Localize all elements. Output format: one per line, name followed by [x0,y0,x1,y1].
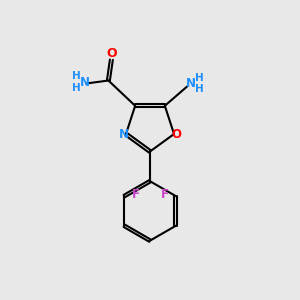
Text: N: N [80,76,90,88]
Text: N: N [118,128,129,140]
Text: H: H [72,83,81,93]
Text: H: H [195,73,203,82]
Text: H: H [72,71,81,81]
Text: O: O [106,47,117,60]
Text: H: H [195,84,203,94]
Text: F: F [160,188,168,201]
Text: F: F [132,188,140,201]
Text: N: N [186,77,196,90]
Text: O: O [171,128,182,140]
